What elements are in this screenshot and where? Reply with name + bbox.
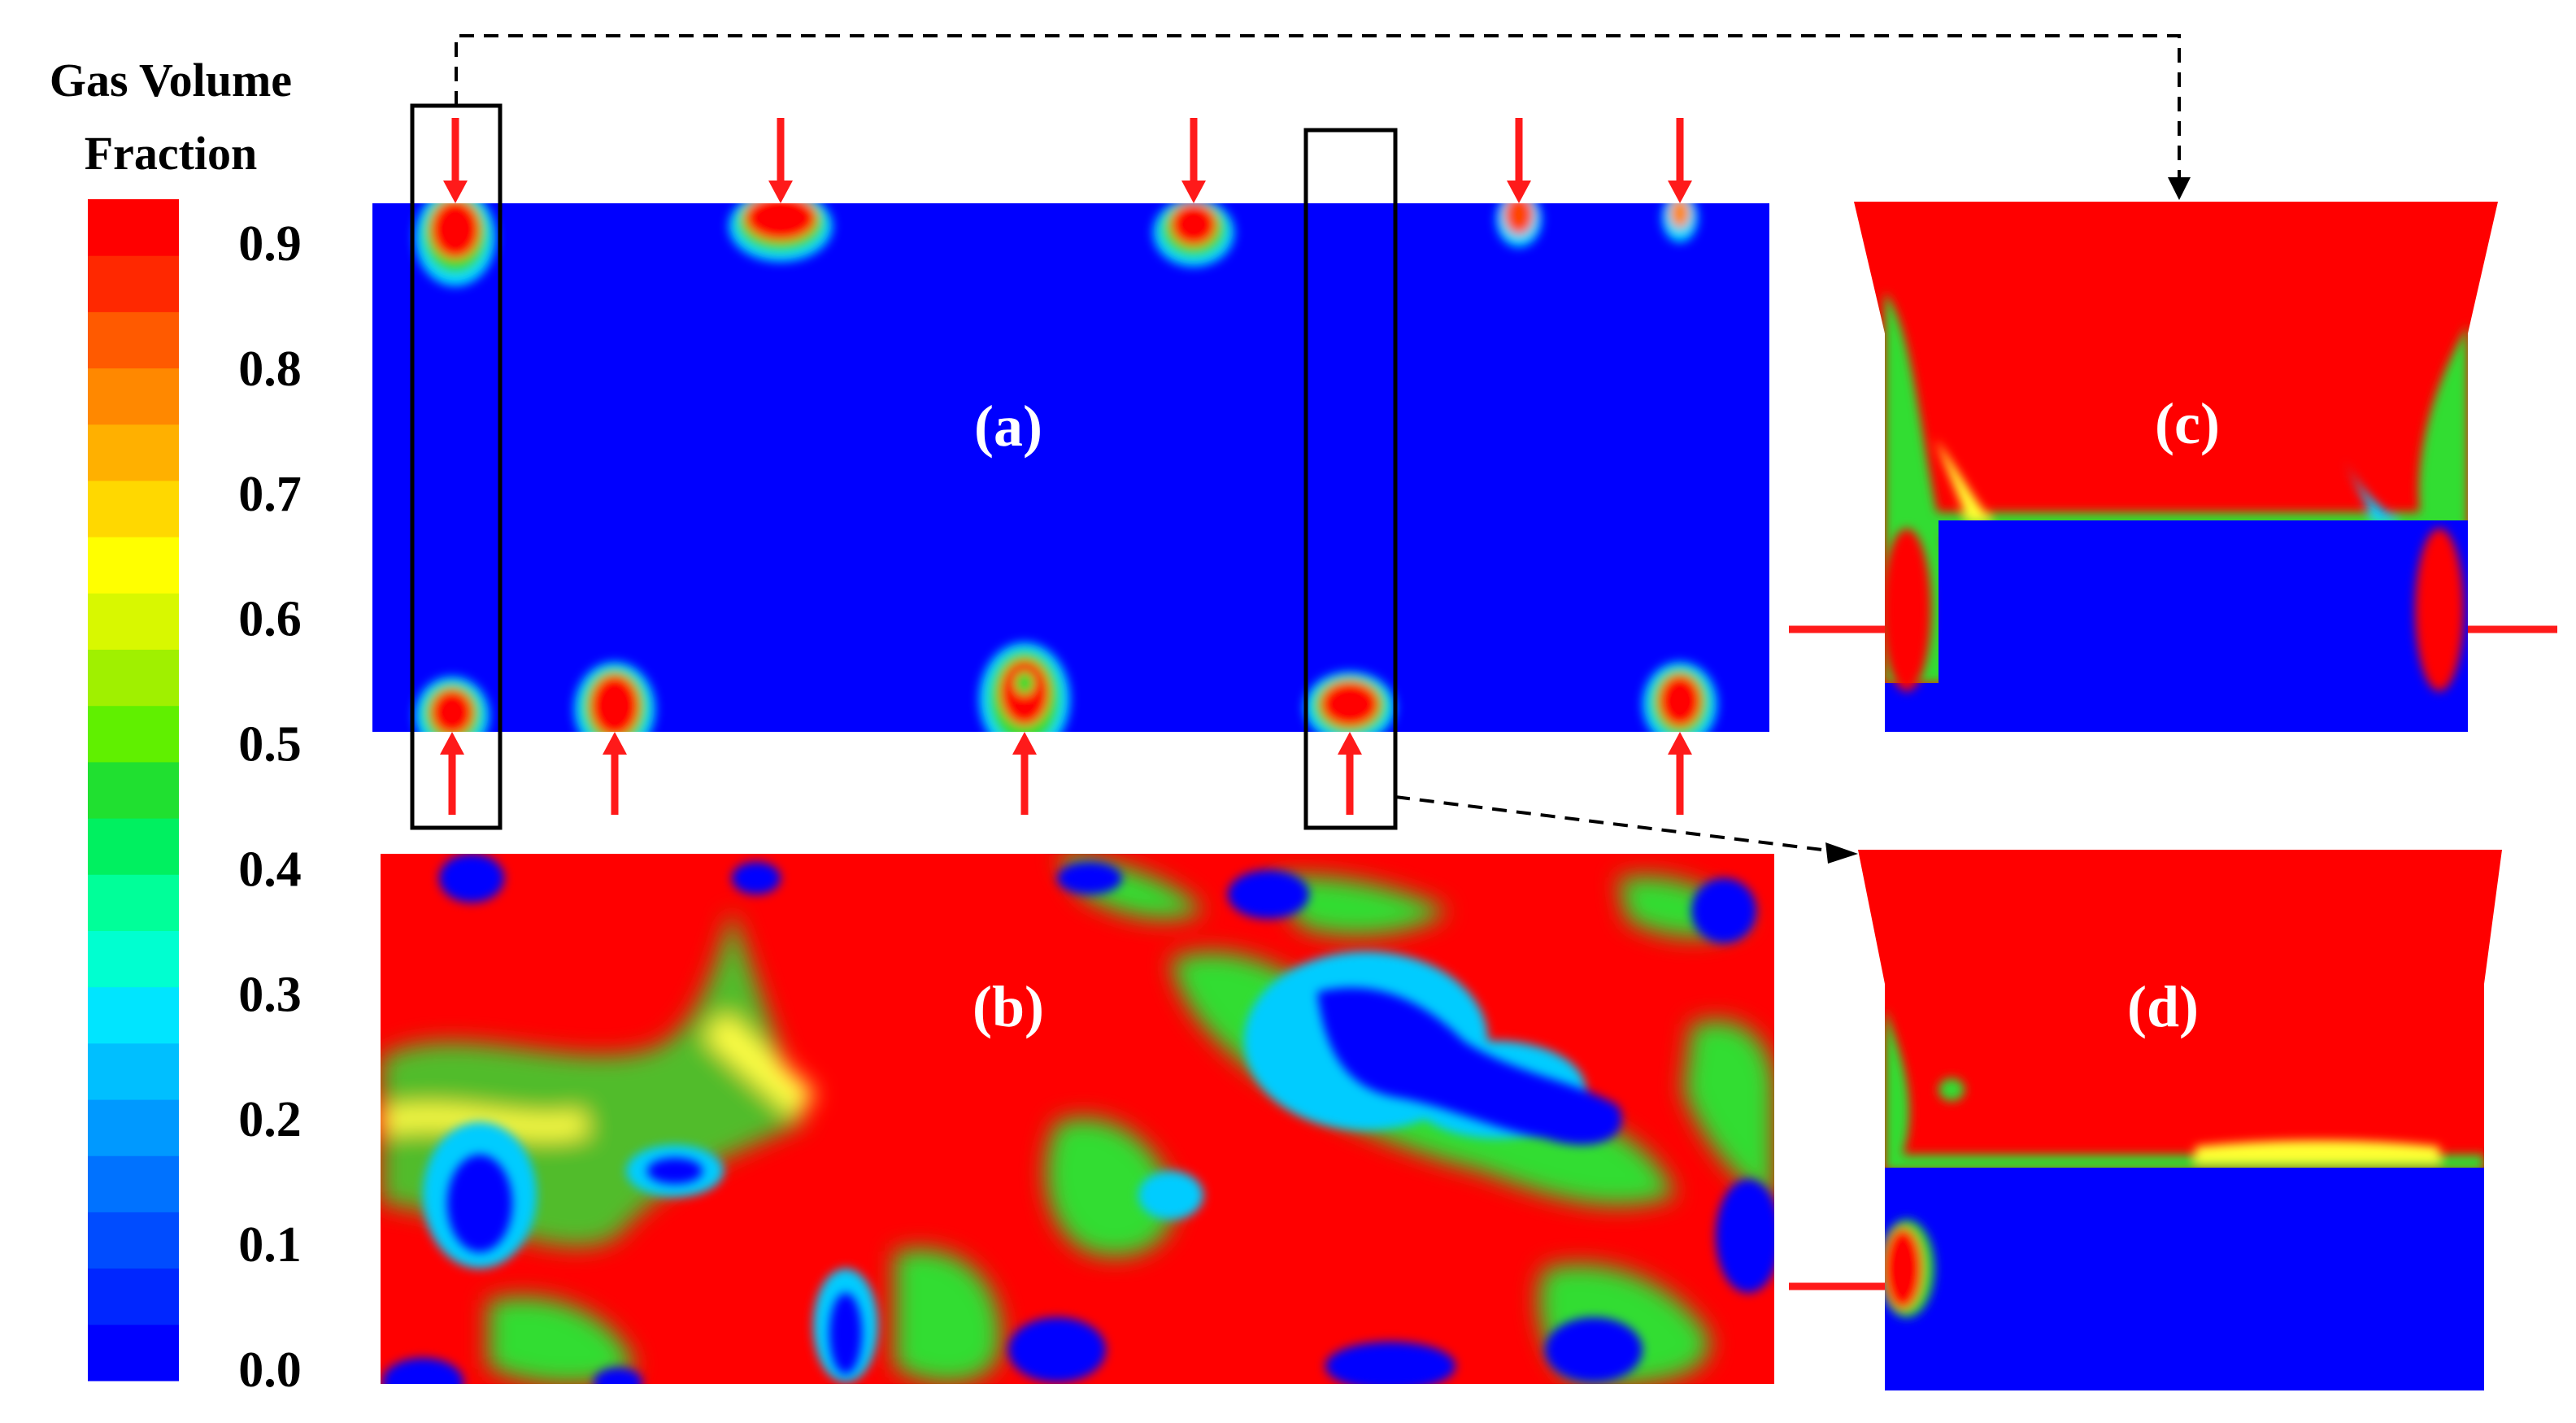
colorbar-swatch xyxy=(88,537,179,594)
colorbar-swatch xyxy=(88,1324,179,1382)
injector-bottom-2 xyxy=(603,732,627,815)
colorbar-swatch xyxy=(88,199,179,256)
panel-b: (b) xyxy=(381,854,1774,1384)
callout-to-panel-c xyxy=(455,34,2181,189)
highlight-box-middle xyxy=(1303,128,1398,830)
colorbar-swatch xyxy=(88,705,179,763)
colorbar-swatch xyxy=(88,649,179,707)
panel-a-label: (a) xyxy=(974,394,1042,459)
colorbar-swatch xyxy=(88,1155,179,1212)
colorbar-tick-label: 0.5 xyxy=(238,717,302,772)
colorbar-tick-label: 0.2 xyxy=(238,1092,302,1147)
colorbar-swatch xyxy=(88,480,179,537)
colorbar-tick-label: 0.8 xyxy=(238,342,302,397)
colorbar-tick-label: 0.9 xyxy=(238,216,302,272)
injector-bottom-1 xyxy=(440,732,464,815)
panel-a-top-bubbles xyxy=(415,203,1698,286)
injector-bottom-3 xyxy=(1012,732,1037,815)
colorbar-swatch xyxy=(88,818,179,875)
colorbar-tick-label: 0.4 xyxy=(238,842,302,897)
gas-injection-markers xyxy=(440,118,2557,1290)
panel-d-liquid-pool xyxy=(1885,1168,2484,1390)
panel-a-bottom-bubbles xyxy=(415,642,1717,732)
legend-title-line2: Fraction xyxy=(85,127,258,180)
injector-bottom-5 xyxy=(1668,732,1692,815)
callout-to-panel-d xyxy=(1395,795,1843,854)
panel-b-liquid-regions xyxy=(382,854,1774,1384)
colorbar-swatch xyxy=(88,1268,179,1325)
legend-title-line1: Gas Volume xyxy=(50,54,292,107)
panel-d: (d) xyxy=(1858,850,2502,1390)
colorbar-swatch xyxy=(88,1099,179,1156)
colorbar-tick-label: 0.0 xyxy=(238,1342,302,1398)
colorbar-swatch xyxy=(88,593,179,651)
colorbar xyxy=(88,199,179,1382)
colorbar-legend: Gas Volume Fraction 0.90.80.70.60.50.40.… xyxy=(50,54,302,1398)
colorbar-swatch xyxy=(88,1212,179,1269)
panel-d-label: (d) xyxy=(2127,974,2199,1039)
colorbar-tick-label: 0.6 xyxy=(238,592,302,647)
panel-a: (a) xyxy=(372,203,1769,732)
injector-top-4 xyxy=(1507,118,1531,203)
colorbar-tick-labels: 0.9 0.8 0.7 0.6 0.5 0.4 0.3 0.2 0.1 0.0 xyxy=(238,216,302,1398)
colorbar-swatch xyxy=(88,986,179,1044)
panel-c: (c) xyxy=(1854,202,2498,732)
colorbar-swatch xyxy=(88,255,179,312)
colorbar-tick-label: 0.3 xyxy=(238,967,302,1022)
colorbar-tick-label: 0.7 xyxy=(238,467,302,522)
callout-arrows xyxy=(455,34,2181,854)
colorbar-swatch xyxy=(88,1042,179,1100)
colorbar-swatch xyxy=(88,424,179,481)
injector-top-5 xyxy=(1668,118,1692,203)
colorbar-swatch xyxy=(88,761,179,819)
colorbar-swatch xyxy=(88,930,179,988)
panel-a-domain xyxy=(372,203,1769,732)
colorbar-swatch xyxy=(88,311,179,369)
panel-c-label: (c) xyxy=(2155,391,2220,456)
panel-b-label: (b) xyxy=(973,974,1044,1039)
injector-top-2 xyxy=(768,118,793,203)
injector-bottom-4 xyxy=(1338,732,1362,815)
panel-d-interface xyxy=(1885,1008,2484,1171)
colorbar-tick-label: 0.1 xyxy=(238,1217,302,1273)
callout-arrowheads xyxy=(1825,177,2191,864)
injector-top-3 xyxy=(1181,118,1206,203)
colorbar-swatch xyxy=(88,874,179,931)
colorbar-swatch xyxy=(88,368,179,425)
injector-top-1 xyxy=(443,118,468,203)
